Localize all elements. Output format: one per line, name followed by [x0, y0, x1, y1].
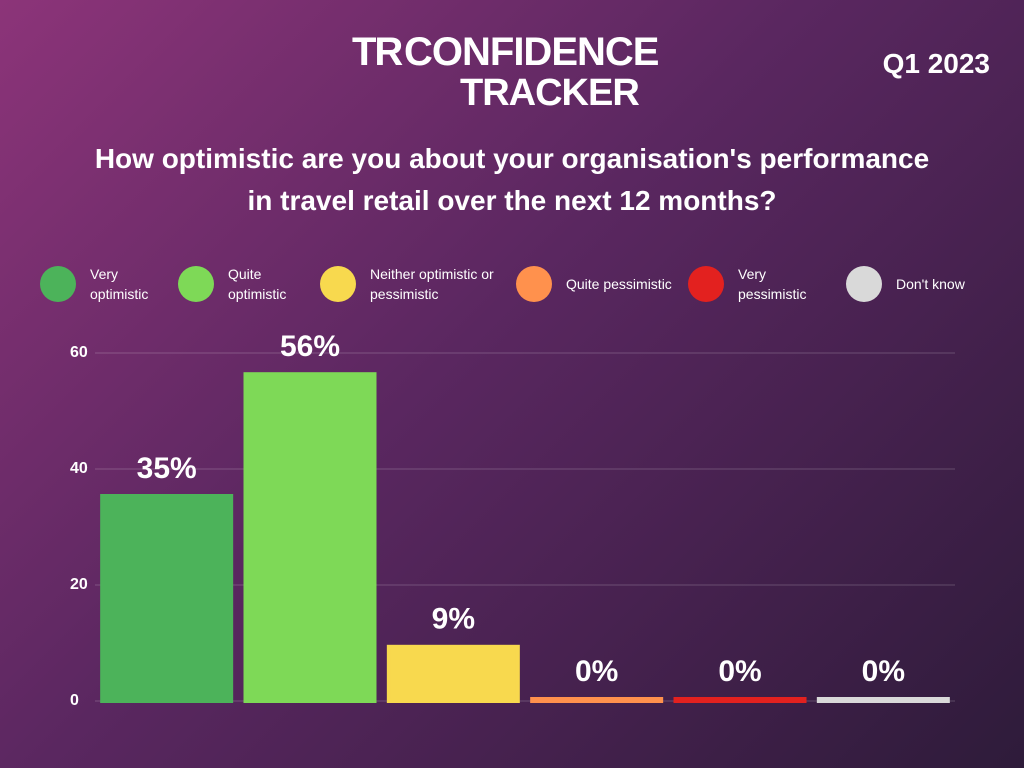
bar — [530, 697, 664, 703]
bar — [100, 494, 234, 703]
legend-label: Quite pessimistic — [566, 276, 672, 292]
legend-swatch — [178, 266, 214, 302]
value-label: 0% — [718, 655, 761, 688]
legend-swatch — [688, 266, 724, 302]
bar — [816, 697, 950, 703]
y-tick-label: 20 — [70, 576, 88, 593]
y-tick-label: 60 — [70, 344, 88, 361]
legend-item: Quite pessimistic — [516, 264, 688, 304]
legend-swatch — [320, 266, 356, 302]
legend-swatch — [846, 266, 882, 302]
value-label: 0% — [862, 655, 905, 688]
legend-label: Quite optimistic — [228, 266, 287, 302]
bar — [243, 372, 377, 703]
logo-tr: TR — [352, 30, 403, 74]
legend-item: Very optimistic — [40, 264, 178, 304]
legend-label: Very pessimistic — [738, 266, 807, 302]
bar — [673, 697, 807, 703]
value-label: 35% — [137, 452, 197, 485]
legend-swatch — [516, 266, 552, 302]
logo-tracker: TRACKER — [460, 72, 640, 114]
value-label: 56% — [280, 330, 340, 363]
legend-label: Very optimistic — [90, 266, 149, 302]
value-label: 0% — [575, 655, 618, 688]
chart-title: How optimistic are you about your organi… — [94, 143, 930, 216]
logo-confidence: CONFIDENCE — [404, 30, 659, 74]
y-tick-label: 0 — [70, 692, 79, 709]
y-tick-label: 40 — [70, 460, 88, 477]
legend-item: Very pessimistic — [688, 264, 846, 304]
legend-swatch — [40, 266, 76, 302]
bar — [386, 644, 520, 703]
legend-label: Neither optimistic or pessimistic — [370, 266, 494, 302]
period: Q1 2023 — [882, 48, 990, 79]
legend-label: Don't know — [896, 276, 965, 292]
legend-item: Don't know — [846, 264, 986, 304]
value-label: 9% — [432, 603, 475, 636]
legend: Very optimistic Quite optimistic Neither o… — [40, 264, 986, 304]
legend-item: Quite optimistic — [178, 264, 320, 304]
legend-item: Neither optimistic or pessimistic — [320, 264, 516, 304]
